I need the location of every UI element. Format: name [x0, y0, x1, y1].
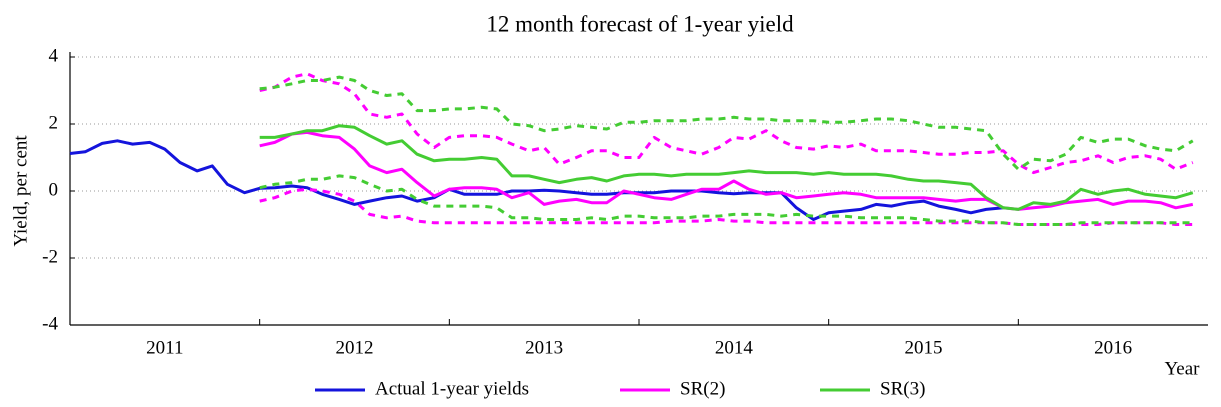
x-tick-label: 2013	[525, 337, 563, 358]
series-line	[259, 124, 1194, 211]
x-tick-label: 2012	[336, 337, 374, 358]
y-tick-label: -2	[42, 246, 58, 267]
y-axis-label: Yield, per cent	[10, 135, 31, 247]
series-line	[69, 139, 1004, 221]
x-tick-label: 2014	[715, 337, 754, 358]
upper-band-line	[259, 75, 1194, 171]
series-line	[259, 130, 1194, 211]
lower-band-line	[259, 174, 1193, 226]
x-axis-label: Year	[1164, 358, 1200, 379]
lower-band-line	[259, 187, 1193, 226]
y-tick-label: 4	[49, 45, 59, 66]
y-tick-label: 0	[49, 179, 59, 200]
x-tick-label: 2016	[1094, 337, 1132, 358]
y-tick-label: -4	[42, 313, 58, 334]
y-tick-label: 2	[49, 112, 59, 133]
upper-band-line	[259, 72, 1194, 175]
x-tick-label: 2011	[146, 337, 183, 358]
chart-title: 12 month forecast of 1-year yield	[486, 11, 794, 36]
x-tick-label: 2015	[905, 337, 943, 358]
legend-label: SR(2)	[680, 378, 725, 399]
legend-label: SR(3)	[880, 378, 925, 399]
legend-label: Actual 1-year yields	[375, 378, 529, 399]
